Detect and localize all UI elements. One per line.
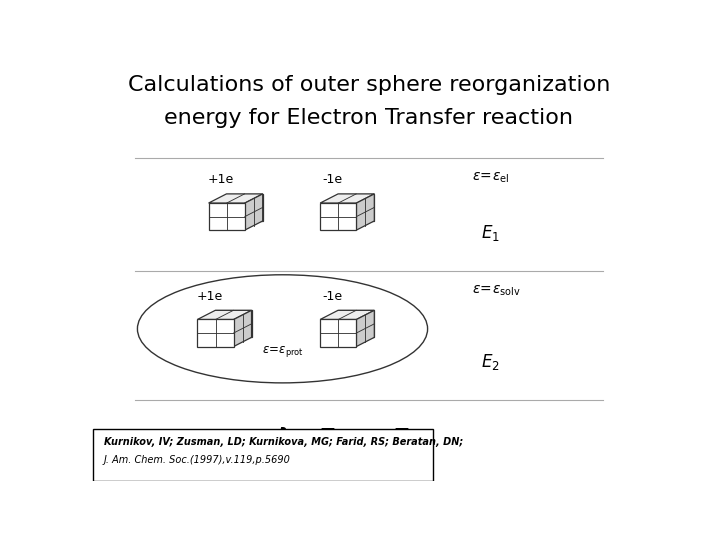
Text: $\varepsilon\!=\!\varepsilon_{\rm prot}$: $\varepsilon\!=\!\varepsilon_{\rm prot}$ [261, 345, 304, 360]
FancyBboxPatch shape [93, 429, 433, 481]
Polygon shape [245, 194, 263, 230]
Text: J. Am. Chem. Soc.(1997),v.119,p.5690: J. Am. Chem. Soc.(1997),v.119,p.5690 [104, 455, 291, 465]
Text: +1e: +1e [208, 173, 234, 186]
Text: -1e: -1e [323, 290, 343, 303]
Polygon shape [209, 203, 245, 230]
Text: +1e: +1e [197, 290, 223, 303]
Polygon shape [215, 310, 251, 338]
Polygon shape [338, 194, 374, 221]
Text: $E_1$: $E_1$ [481, 223, 500, 243]
Polygon shape [197, 310, 251, 320]
Polygon shape [320, 203, 356, 230]
Text: -1e: -1e [323, 173, 343, 186]
Text: Kurnikov, IV; Zusman, LD; Kurnikova, MG; Farid, RS; Beratan, DN;: Kurnikov, IV; Zusman, LD; Kurnikova, MG;… [104, 437, 463, 447]
Text: Calculations of outer sphere reorganization: Calculations of outer sphere reorganizat… [128, 75, 610, 95]
Polygon shape [226, 194, 263, 221]
Text: energy for Electron Transfer reaction: energy for Electron Transfer reaction [164, 109, 574, 129]
Polygon shape [320, 310, 374, 320]
Polygon shape [356, 310, 374, 347]
Polygon shape [320, 194, 374, 203]
Polygon shape [356, 194, 374, 230]
Text: $E_2$: $E_2$ [481, 352, 500, 372]
Polygon shape [234, 310, 251, 347]
Text: $\lambda\!=\! E_2\,-\,E_1$: $\lambda\!=\! E_2\,-\,E_1$ [274, 426, 420, 456]
Polygon shape [209, 194, 263, 203]
Polygon shape [197, 320, 234, 347]
Text: $\varepsilon\!=\!\varepsilon_{\rm solv}$: $\varepsilon\!=\!\varepsilon_{\rm solv}$ [472, 283, 521, 298]
Polygon shape [338, 310, 374, 338]
Text: $\varepsilon\!=\!\varepsilon_{\rm el}$: $\varepsilon\!=\!\varepsilon_{\rm el}$ [472, 171, 510, 185]
Polygon shape [320, 320, 356, 347]
